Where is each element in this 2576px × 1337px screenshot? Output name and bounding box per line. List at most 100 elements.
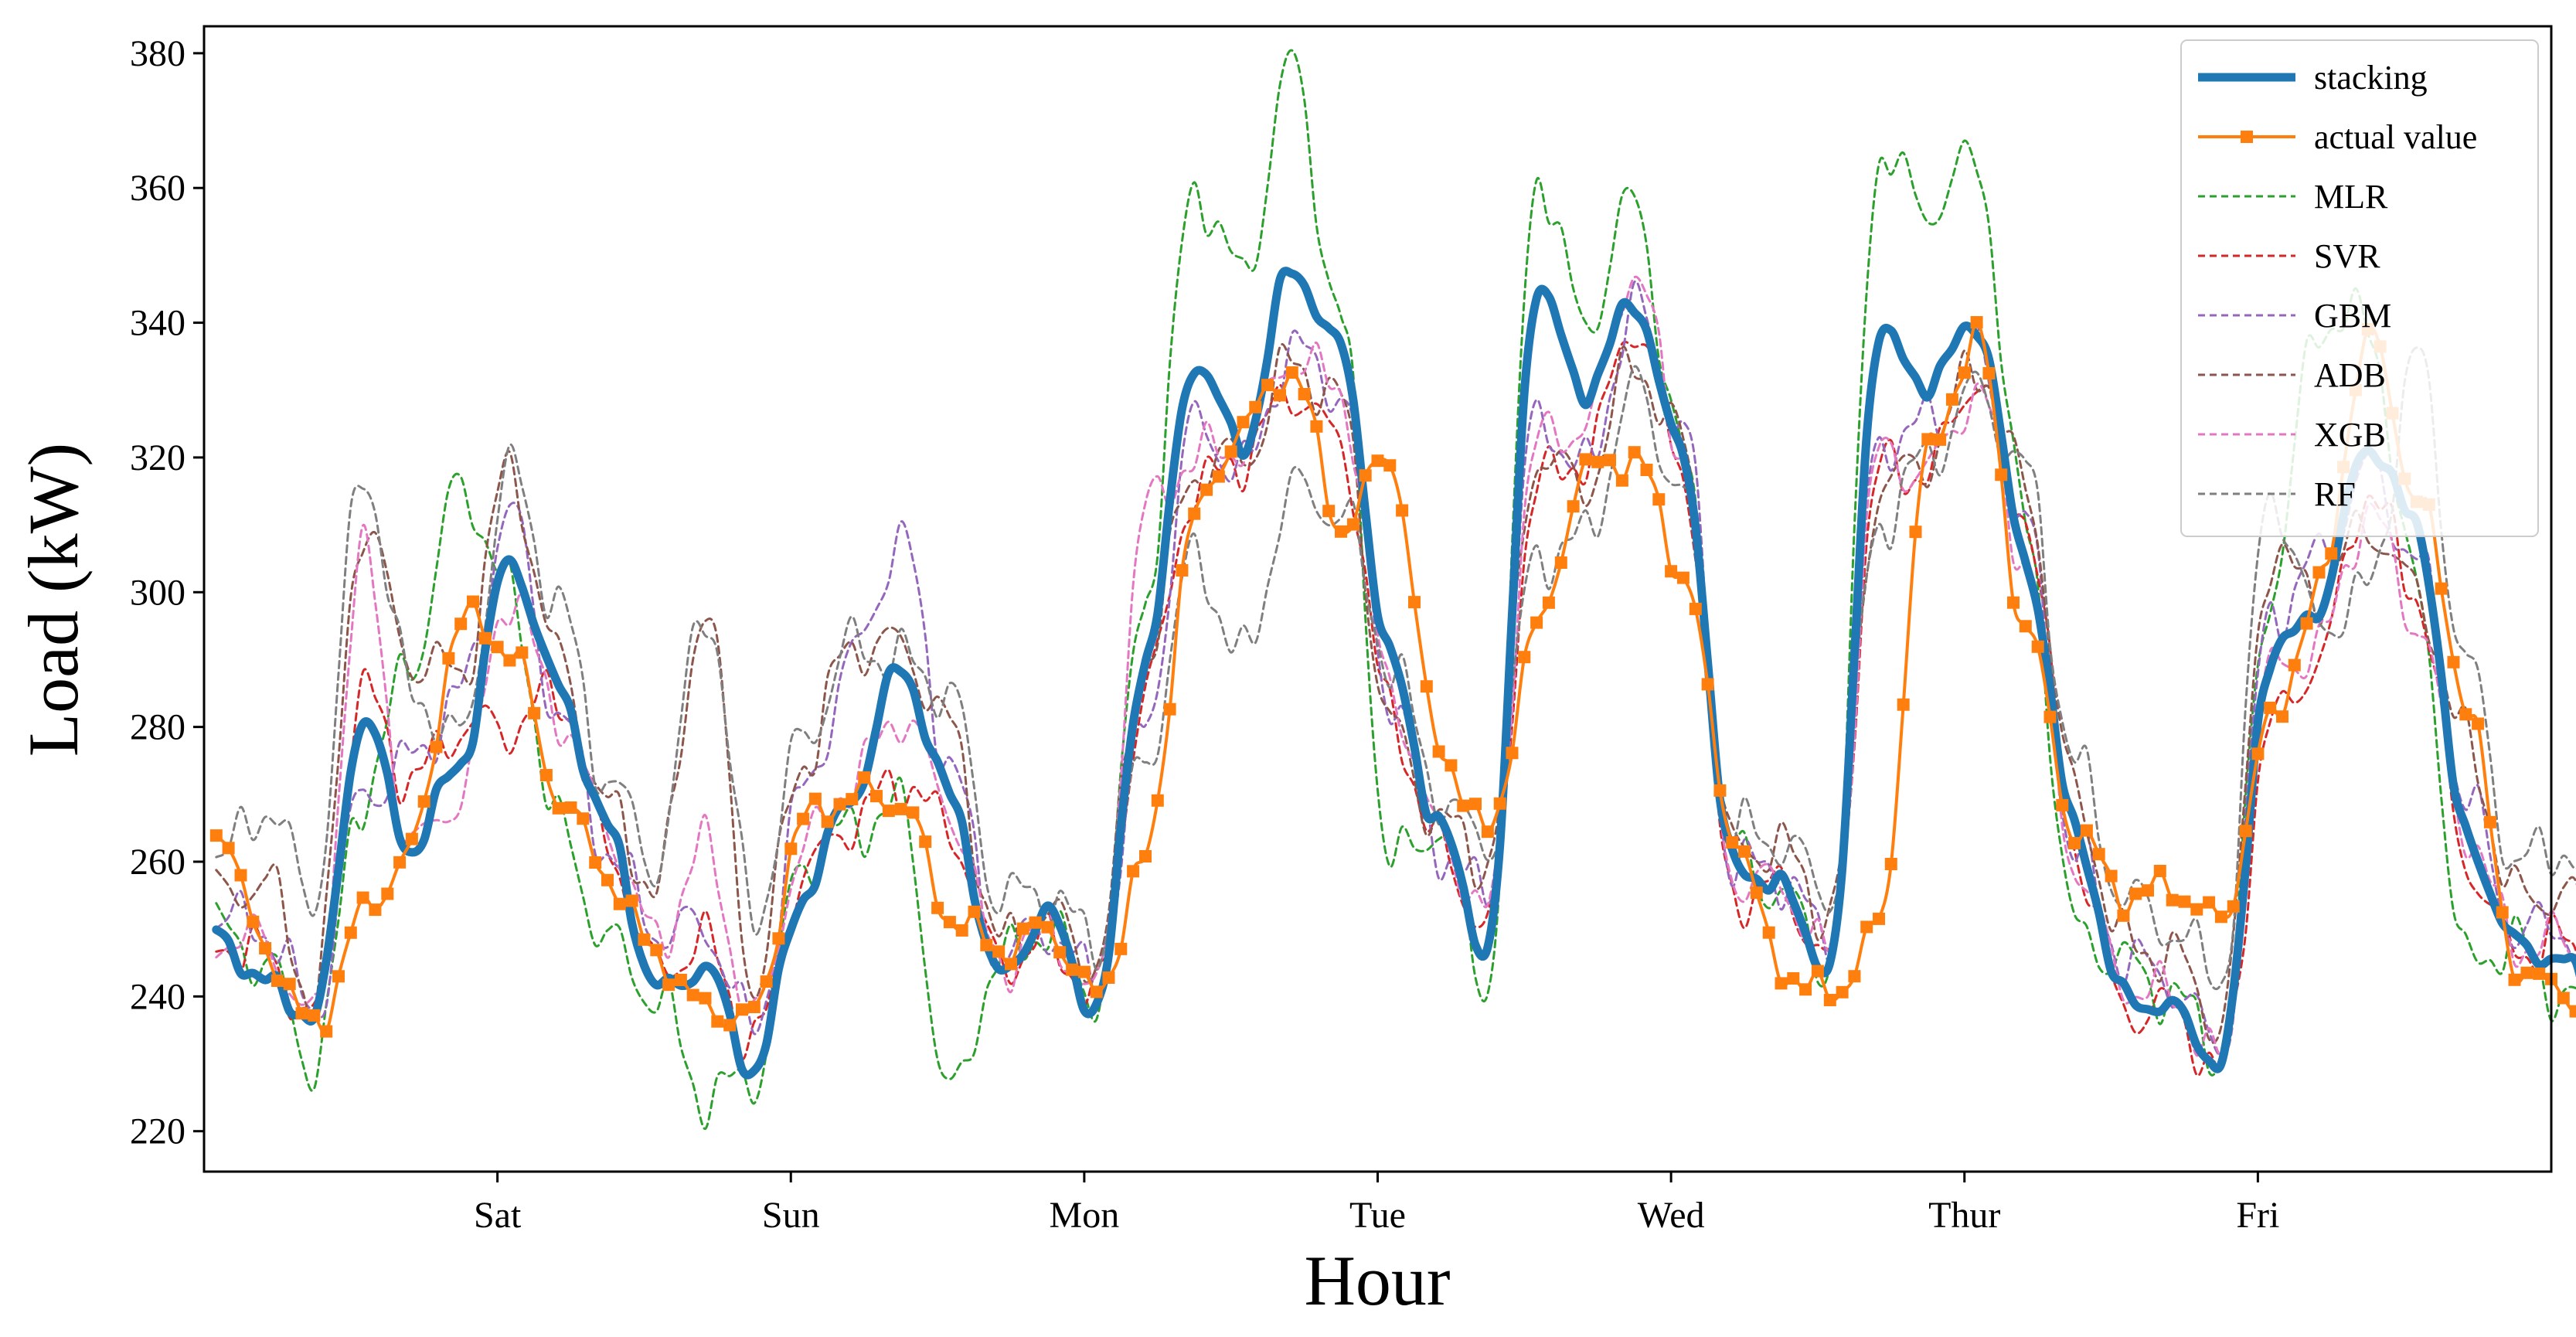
- actual-value-point: [1836, 985, 1849, 998]
- actual-value-point: [1176, 564, 1189, 577]
- actual-value-point: [1628, 446, 1641, 459]
- actual-value-point: [1640, 464, 1653, 476]
- x-tick-label-sat: Sat: [474, 1195, 522, 1236]
- actual-value-point: [1237, 416, 1250, 429]
- series-line-xgb: [215, 275, 2576, 1057]
- legend-item-stacking: stacking: [2198, 59, 2428, 97]
- actual-value-point: [1261, 379, 1274, 392]
- actual-value-point: [1811, 964, 1824, 978]
- actual-value-point: [2227, 900, 2240, 913]
- actual-value-point: [539, 769, 553, 781]
- actual-value-point: [2080, 824, 2093, 837]
- legend-label: stacking: [2314, 59, 2428, 97]
- actual-value-point: [589, 856, 602, 869]
- actual-value-point: [1285, 366, 1298, 379]
- actual-value-point: [1676, 571, 1690, 584]
- actual-value-point: [772, 932, 785, 945]
- actual-value-point: [1579, 453, 1592, 466]
- actual-value-point: [1163, 703, 1176, 716]
- actual-value-point: [2557, 992, 2570, 1005]
- legend-item-svr: SVR: [2198, 237, 2380, 275]
- actual-value-point: [1114, 942, 1128, 955]
- actual-value-point: [1432, 745, 1445, 758]
- actual-value-point: [1909, 526, 1922, 539]
- y-tick-label: 280: [130, 707, 185, 748]
- x-axis: Sat Sun Mon Tue Wed Thur Fri: [474, 1172, 2279, 1236]
- actual-value-point: [430, 740, 443, 754]
- actual-value-point: [271, 975, 284, 987]
- legend-label: MLR: [2314, 178, 2388, 216]
- actual-value-point: [1224, 445, 1237, 458]
- actual-value-point: [2214, 910, 2227, 924]
- actual-value-point: [1151, 794, 1164, 807]
- actual-value-point: [2496, 906, 2509, 919]
- actual-value-point: [1445, 759, 1458, 772]
- actual-value-point: [247, 915, 260, 928]
- actual-value-point: [1200, 483, 1213, 496]
- actual-value-point: [2251, 747, 2265, 760]
- actual-value-point: [1274, 389, 1286, 402]
- actual-value-point: [821, 815, 834, 828]
- actual-value-point: [308, 1009, 321, 1022]
- actual-value-point: [381, 887, 394, 900]
- actual-value-point: [478, 631, 492, 645]
- actual-value-point: [662, 978, 675, 992]
- y-tick-label: 360: [130, 168, 185, 209]
- legend-item-adb: ADB: [2198, 356, 2386, 394]
- actual-value-point: [1530, 616, 1543, 629]
- legend-label: actual value: [2314, 118, 2477, 156]
- actual-value-point: [894, 802, 907, 815]
- actual-value-point: [1066, 963, 1079, 976]
- actual-value-point: [1408, 596, 1421, 609]
- actual-value-point: [1921, 433, 1935, 446]
- actual-value-point: [1335, 525, 1347, 538]
- actual-value-point: [1041, 920, 1054, 934]
- actual-value-point: [2435, 582, 2448, 595]
- actual-value-point: [1053, 946, 1067, 959]
- actual-value-point: [1970, 316, 1983, 328]
- legend-item-actual-value: actual value: [2198, 118, 2477, 156]
- actual-value-point: [2533, 967, 2546, 980]
- y-tick-label: 340: [130, 303, 185, 344]
- y-tick-label: 240: [130, 976, 185, 1017]
- actual-value-point: [1016, 922, 1029, 935]
- actual-value-point: [1310, 420, 1323, 433]
- actual-value-point: [1945, 393, 1958, 406]
- actual-value-point: [1713, 784, 1727, 797]
- actual-value-point: [686, 988, 699, 1002]
- actual-value-point: [1493, 797, 1506, 810]
- y-tick-label: 300: [130, 572, 185, 613]
- actual-value-point: [234, 869, 247, 882]
- actual-value-point: [650, 944, 663, 957]
- legend-label: ADB: [2314, 356, 2386, 394]
- actual-value-point: [2325, 547, 2338, 560]
- actual-value-point: [1298, 388, 1311, 400]
- actual-value-point: [442, 651, 455, 665]
- actual-value-point: [2276, 710, 2288, 723]
- legend-item-mlr: MLR: [2198, 178, 2388, 216]
- actual-value-point: [564, 801, 577, 814]
- actual-value-point: [1212, 470, 1225, 483]
- actual-value-point: [1873, 912, 1885, 925]
- actual-value-point: [2043, 710, 2057, 723]
- actual-value-point: [1750, 886, 1763, 900]
- actual-value-point: [1787, 972, 1800, 985]
- series-mlr: [215, 49, 2576, 1131]
- actual-value-point: [638, 933, 651, 946]
- actual-value-point: [209, 829, 223, 842]
- actual-value-point: [2105, 869, 2118, 883]
- actual-value-point: [393, 856, 407, 869]
- actual-value-point: [797, 812, 810, 825]
- actual-value-point: [674, 974, 687, 986]
- actual-value-point: [2312, 566, 2326, 579]
- actual-value-point: [1848, 970, 1861, 983]
- legend-label: XGB: [2314, 416, 2386, 454]
- actual-value-point: [320, 1025, 333, 1038]
- actual-value-point: [736, 1003, 748, 1016]
- actual-value-point: [833, 798, 846, 811]
- y-axis-label: Load (kW): [14, 443, 93, 757]
- x-tick-label-mon: Mon: [1050, 1195, 1120, 1236]
- actual-value-point: [2031, 640, 2044, 653]
- actual-value-point: [1604, 454, 1616, 467]
- actual-value-point: [356, 891, 369, 904]
